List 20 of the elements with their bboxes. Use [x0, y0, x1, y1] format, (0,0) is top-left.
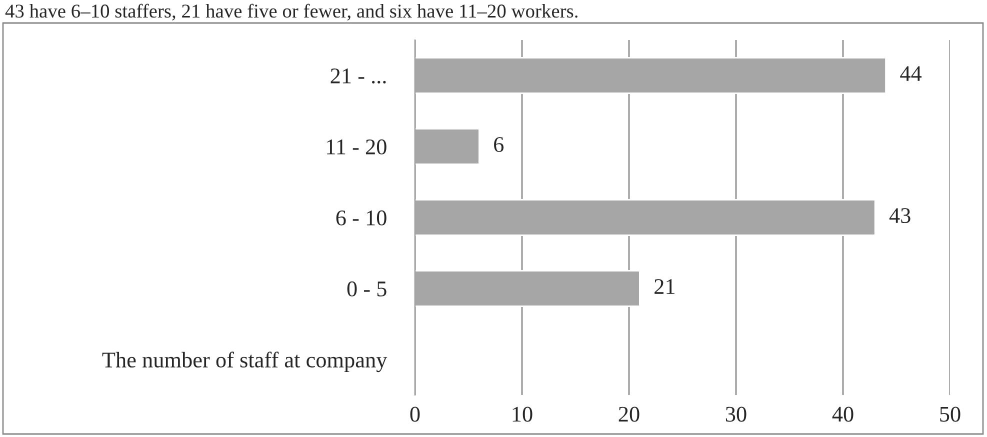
bar	[415, 270, 640, 307]
x-tick-label: 50	[940, 406, 960, 422]
data-label: 21	[654, 279, 674, 294]
bar	[415, 128, 480, 165]
data-label: 44	[900, 66, 922, 81]
y-tick-label: 11 - 20	[327, 139, 386, 154]
text: 43 have 6–10 staffers, 21 have five or fewer, and six have 11–20 workers.	[5, 4, 578, 20]
x-tick-label: 20	[618, 406, 640, 422]
x-tick-label: 0	[410, 406, 420, 422]
y-tick-label: 6 - 10	[336, 210, 386, 226]
y-tick-label: The number of staff at company	[102, 352, 388, 372]
bar	[415, 199, 876, 236]
y-tick-label: 21 - ...	[330, 68, 386, 84]
data-label: 43	[889, 208, 910, 224]
bar	[415, 57, 886, 94]
x-tick-label: 40	[832, 406, 854, 422]
x-tick-label: 30	[726, 406, 746, 422]
data-label: 6	[494, 137, 504, 152]
x-tick-label: 10	[512, 406, 532, 422]
y-tick-label: 0 - 5	[347, 281, 386, 296]
